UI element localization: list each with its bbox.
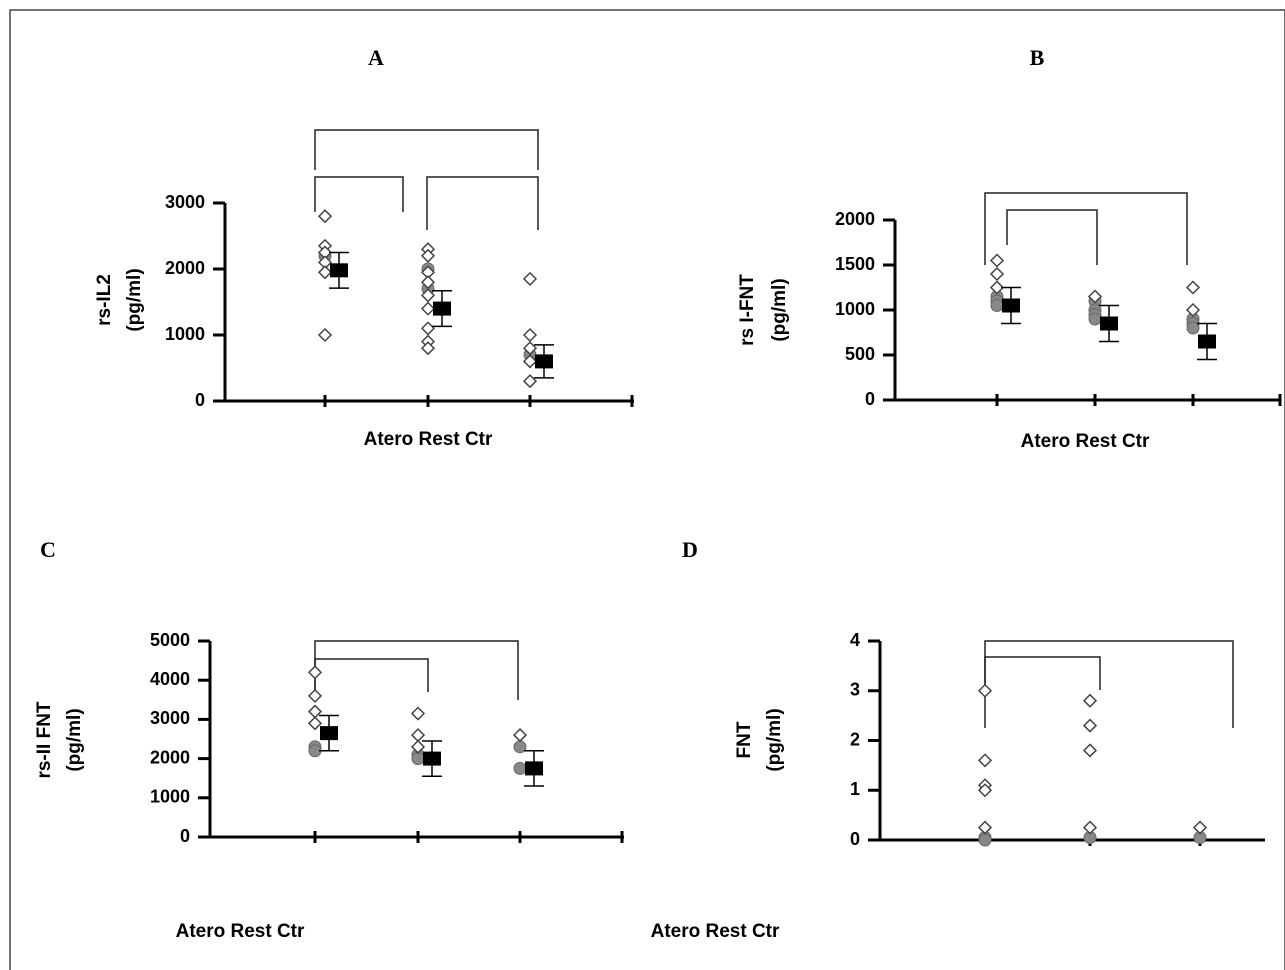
y-tick-label: 0 xyxy=(180,826,190,846)
panel-title: C xyxy=(40,537,56,562)
filled-point xyxy=(1186,321,1200,335)
open-point xyxy=(420,288,436,303)
y-tick-label: 1 xyxy=(850,779,860,799)
y-axis-label: (pg/ml) xyxy=(769,278,790,341)
open-point xyxy=(977,753,993,768)
open-point xyxy=(977,683,993,698)
open-point xyxy=(420,301,436,316)
open-point xyxy=(420,341,436,356)
x-axis-label: Atero Rest Ctr xyxy=(364,429,493,450)
mean-marker xyxy=(1198,334,1216,349)
mean-marker xyxy=(423,751,441,766)
open-point xyxy=(1082,718,1098,733)
open-point xyxy=(410,739,426,754)
y-axis-label: (pg/ml) xyxy=(764,708,785,771)
y-axis-label: FNT xyxy=(734,721,755,758)
y-tick-label: 1000 xyxy=(835,299,875,319)
y-axis-label: (pg/ml) xyxy=(64,708,85,771)
open-point xyxy=(1082,693,1098,708)
open-point xyxy=(317,265,333,280)
open-point xyxy=(1185,302,1201,318)
open-point xyxy=(410,728,426,743)
significance-bracket xyxy=(314,658,429,692)
mean-marker xyxy=(320,726,338,741)
open-point xyxy=(1192,820,1208,835)
open-point xyxy=(307,716,323,731)
y-tick-label: 3000 xyxy=(165,192,205,212)
open-point xyxy=(317,327,333,343)
mean-marker xyxy=(433,301,451,316)
significance-bracket xyxy=(984,656,1101,690)
open-point xyxy=(420,248,436,263)
y-tick-label: 500 xyxy=(845,344,875,364)
y-tick-label: 1000 xyxy=(150,787,190,807)
open-point xyxy=(977,783,993,798)
significance-bracket xyxy=(426,176,539,230)
open-point xyxy=(307,665,323,680)
significance-bracket xyxy=(984,192,1188,265)
open-point xyxy=(977,820,993,835)
panel-title: A xyxy=(368,45,384,70)
y-tick-label: 0 xyxy=(850,829,860,849)
significance-bracket xyxy=(314,640,519,700)
filled-point xyxy=(411,752,425,766)
open-point xyxy=(512,728,528,743)
mean-marker xyxy=(1100,316,1118,331)
open-point xyxy=(522,271,538,286)
open-point xyxy=(420,321,436,336)
y-axis-label: rs-II FNT xyxy=(34,701,55,778)
y-tick-label: 2 xyxy=(850,729,860,749)
y-tick-label: 0 xyxy=(195,390,205,410)
y-tick-label: 5000 xyxy=(150,630,190,650)
open-point xyxy=(522,374,538,389)
panel-title: D xyxy=(682,537,698,562)
filled-point xyxy=(513,761,527,775)
open-point xyxy=(522,354,538,369)
significance-bracket xyxy=(1006,209,1098,265)
significance-bracket xyxy=(314,129,539,170)
filled-point xyxy=(1088,312,1102,326)
mean-marker xyxy=(330,263,348,278)
mean-marker xyxy=(525,761,543,776)
y-tick-label: 3 xyxy=(850,680,860,700)
open-point xyxy=(522,327,538,343)
y-tick-label: 4000 xyxy=(150,669,190,689)
y-tick-label: 2000 xyxy=(165,258,205,278)
y-tick-label: 3000 xyxy=(150,708,190,728)
open-point xyxy=(989,266,1005,282)
y-tick-label: 2000 xyxy=(835,209,875,229)
open-point xyxy=(307,688,323,703)
y-axis-label: rs I-FNT xyxy=(737,274,758,346)
open-point xyxy=(1082,743,1098,758)
open-point xyxy=(317,209,333,224)
significance-bracket xyxy=(314,176,404,212)
open-point xyxy=(1087,289,1103,304)
significance-bracket xyxy=(984,640,1234,728)
open-point xyxy=(1185,280,1201,295)
x-axis-label: Atero Rest Ctr xyxy=(651,921,780,942)
mean-marker xyxy=(1002,298,1020,313)
open-point xyxy=(410,706,426,721)
y-tick-label: 1500 xyxy=(835,254,875,274)
y-tick-label: 0 xyxy=(865,389,875,409)
y-axis-label: rs-IL2 xyxy=(94,274,115,326)
filled-point xyxy=(990,299,1004,312)
mean-marker xyxy=(535,354,553,369)
open-point xyxy=(1082,820,1098,835)
x-axis-label: Atero Rest Ctr xyxy=(176,921,305,942)
y-tick-label: 4 xyxy=(850,630,860,650)
open-point xyxy=(989,280,1005,295)
frame xyxy=(9,9,1285,970)
open-point xyxy=(989,253,1005,268)
y-tick-label: 1000 xyxy=(165,324,205,344)
filled-point xyxy=(978,833,992,847)
y-tick-label: 2000 xyxy=(150,747,190,767)
x-axis-label: Atero Rest Ctr xyxy=(1021,431,1150,452)
panel-title: B xyxy=(1030,45,1045,70)
open-point xyxy=(420,275,436,290)
y-axis-label: (pg/ml) xyxy=(124,268,145,331)
open-point xyxy=(522,341,538,356)
